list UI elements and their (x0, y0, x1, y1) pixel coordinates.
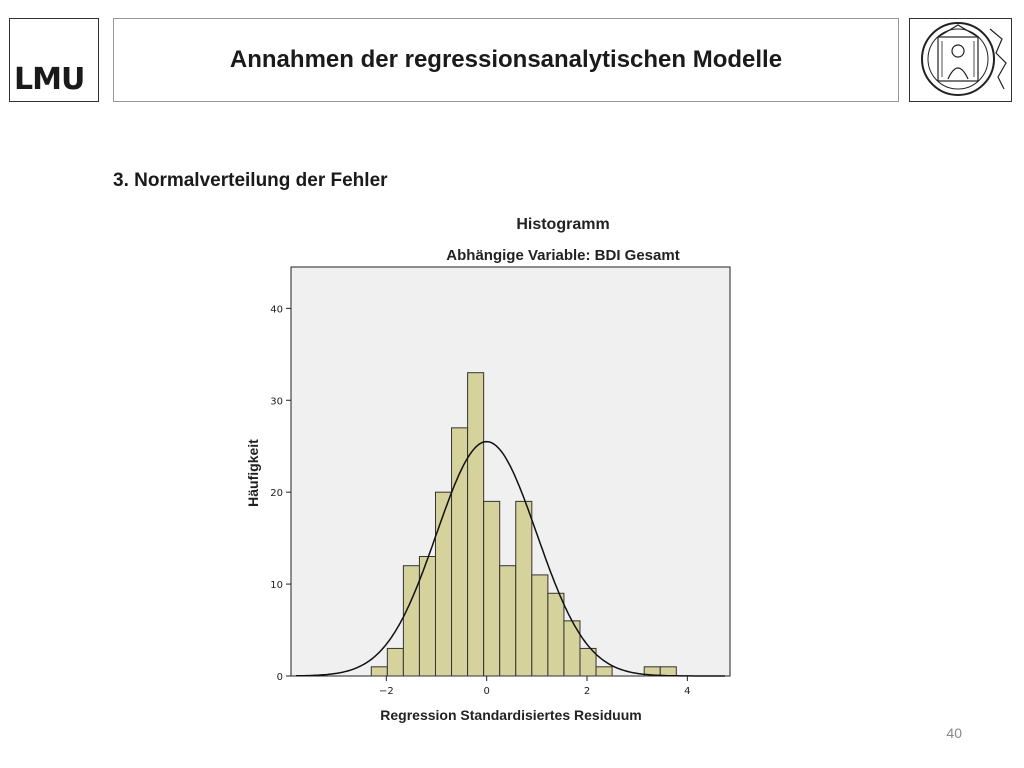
histogram-bar (402, 565, 420, 677)
histogram-bar (434, 491, 453, 677)
title-box: Annahmen der regressionsanalytischen Mod… (113, 18, 899, 102)
x-tick-label: 4 (684, 686, 690, 697)
page-number: 40 (946, 725, 962, 741)
histogram-bar (595, 666, 613, 677)
histogram-bar (531, 574, 549, 677)
histogram-bar (386, 647, 404, 677)
histogram-bar (499, 565, 517, 677)
histogram-bar (451, 427, 469, 677)
y-tick-label: 20 (270, 488, 283, 499)
chart-subtitle: Abhängige Variable: BDI Gesamt (446, 247, 679, 264)
histogram-bar (370, 666, 388, 677)
histogram-bar (547, 592, 565, 677)
lmu-logo-text: LMU (14, 62, 85, 97)
histogram-bar (659, 666, 677, 677)
y-tick-label: 40 (270, 304, 283, 315)
chart-title: Histogramm (516, 216, 609, 233)
normal-curve (296, 440, 725, 677)
university-seal (909, 18, 1012, 102)
seal-icon (921, 22, 1007, 96)
x-tick-label: −2 (379, 686, 394, 697)
section-subtitle: 3. Normalverteilung der Fehler (113, 170, 388, 191)
y-tick-label: 30 (270, 396, 283, 407)
bars-layer (370, 372, 677, 677)
histogram-bar (579, 647, 597, 677)
x-axis-label: Regression Standardisiertes Residuum (380, 707, 641, 723)
y-tick-label: 10 (270, 580, 283, 591)
y-axis-label: Häufigkeit (245, 439, 261, 507)
axes-layer: 0 10 20 30 40 −2 0 2 4 (270, 304, 690, 697)
y-tick-label: 0 (277, 672, 283, 683)
histogram-bar (467, 372, 485, 677)
page-title: Annahmen der regressionsanalytischen Mod… (229, 46, 783, 73)
lmu-logo: LMU (9, 18, 99, 102)
histogram-bar (483, 500, 501, 677)
x-tick-label: 0 (483, 686, 489, 697)
histogram-bar (515, 500, 533, 677)
x-tick-label: 2 (584, 686, 590, 697)
